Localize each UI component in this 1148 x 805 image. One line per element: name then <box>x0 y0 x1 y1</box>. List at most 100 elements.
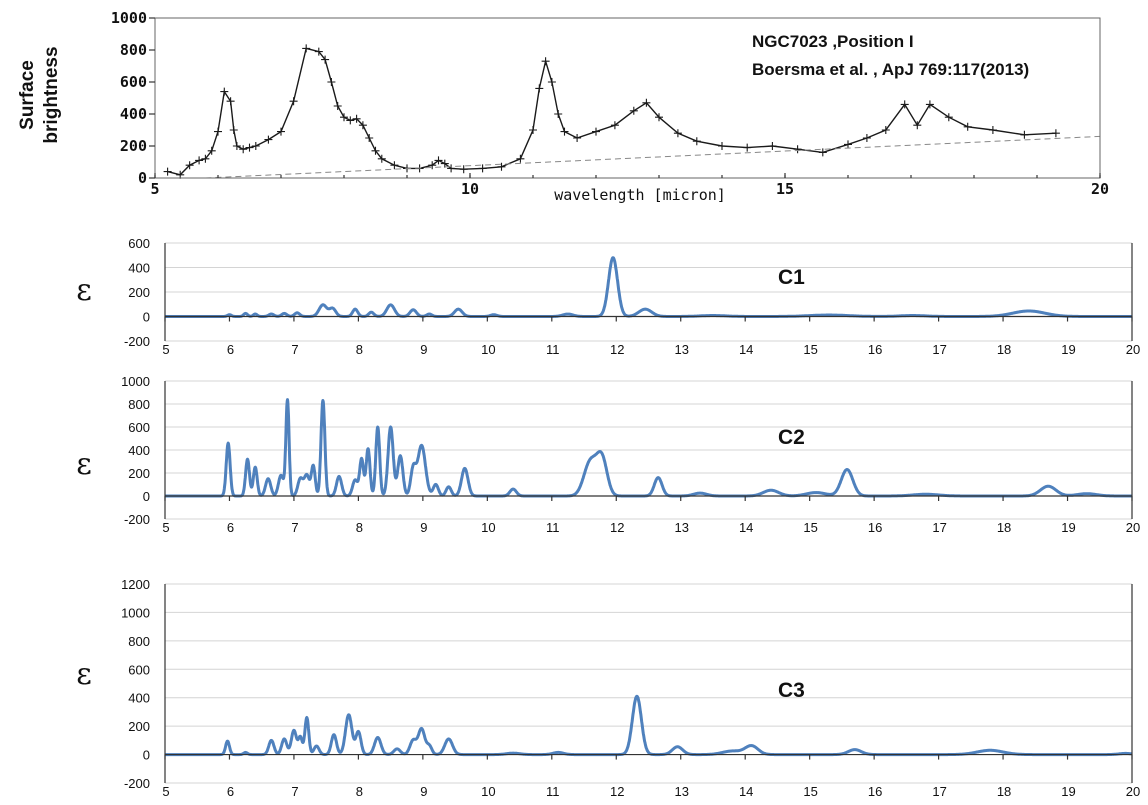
c3-xtick-label: 16 <box>868 784 882 799</box>
observed-data-point <box>226 97 235 106</box>
c1-spectrum-line <box>163 256 1134 318</box>
observed-data-point <box>844 140 852 149</box>
c2-xtick-label: 19 <box>1061 520 1075 535</box>
c2-xtick-label: 15 <box>803 520 817 535</box>
observed-data-point <box>881 126 890 134</box>
observed-data-point <box>289 97 298 106</box>
observed-data-point <box>743 143 752 152</box>
observed-data-point <box>535 84 544 93</box>
observed-ytick-label: 1000 <box>111 9 147 27</box>
panel-c2: -200 0 200 400 600 800 1000 5 6 7 8 9 10 11 12 13 14 15 16… <box>76 374 1140 535</box>
c2-label: C2 <box>778 426 805 449</box>
c3-xtick-label: 8 <box>356 784 363 799</box>
c3-ytick-label: 600 <box>128 662 150 677</box>
observed-ylabel: Surface brightness <box>17 46 62 143</box>
c1-xtick-label: 20 <box>1126 342 1140 357</box>
panel-observed: 0 200 400 600 800 1000 5 10 15 20 Surface brightn… <box>17 9 1109 204</box>
observed-data-point <box>547 78 556 86</box>
c3-xtick-label: 18 <box>997 784 1011 799</box>
observed-data-point <box>573 134 582 142</box>
observed-data-point <box>377 154 386 163</box>
c1-xtick-label: 12 <box>610 342 624 357</box>
observed-data-point <box>988 126 997 134</box>
observed-ylabel-line2: brightness <box>41 46 62 143</box>
c1-xtick-label: 18 <box>997 342 1011 357</box>
c2-xtick-label: 18 <box>997 520 1011 535</box>
observed-data-point <box>944 113 953 122</box>
observed-data-point <box>346 116 355 125</box>
observed-data-point <box>321 55 330 64</box>
observed-data-point <box>459 165 468 174</box>
observed-xtick-label: 5 <box>150 180 159 198</box>
c1-label: C1 <box>778 266 805 289</box>
observed-ylabel-line1: Surface <box>17 60 38 130</box>
observed-data-point <box>447 164 456 173</box>
c1-xtick-label: 9 <box>420 342 427 357</box>
observed-data-point <box>818 148 827 157</box>
observed-data-point <box>592 127 600 136</box>
c2-ytick-label: 800 <box>128 397 150 412</box>
observed-ytick-label: 400 <box>120 105 147 123</box>
observed-data-point <box>214 127 222 136</box>
observed-data-point <box>610 121 619 130</box>
c1-axes: -200 0 200 400 600 5 6 7 8 9 10 11 12 13 14 15 16 17 18 19 2… <box>124 236 1140 357</box>
c3-ytick-label: 200 <box>128 719 150 734</box>
observed-data-point <box>692 137 701 146</box>
observed-data-point <box>239 145 248 154</box>
observed-ytick-label: 600 <box>120 73 147 91</box>
c2-xtick-label: 13 <box>674 520 688 535</box>
c1-gridlines <box>165 242 1132 342</box>
observed-data-point <box>963 122 972 131</box>
c1-xtick-label: 6 <box>227 342 234 357</box>
c2-ytick-label: 0 <box>143 489 150 504</box>
c2-ytick-label: 200 <box>128 466 150 481</box>
c2-plot <box>163 398 1134 498</box>
c3-xtick-label: 6 <box>227 784 234 799</box>
c3-axes: -200 0 200 400 600 800 1000 1200 5 6 7 8 9 10 11 12 13 14… <box>121 577 1140 799</box>
observed-data-point <box>642 98 651 107</box>
c3-xtick-label: 13 <box>674 784 688 799</box>
c2-ylabel: ε <box>76 447 92 482</box>
c2-xtick-label: 10 <box>481 520 495 535</box>
observed-data-point <box>440 159 449 168</box>
c1-xtick-label: 15 <box>803 342 817 357</box>
observed-annotation-line2: Boersma et al. , ApJ 769:117(2013) <box>752 60 1029 79</box>
observed-data-point <box>478 164 487 173</box>
observed-data-point <box>314 47 323 56</box>
c3-xtick-label: 5 <box>162 784 169 799</box>
c2-xtick-label: 11 <box>546 520 560 535</box>
c2-xtick-label: 7 <box>291 520 298 535</box>
observed-data-point <box>245 143 254 152</box>
observed-data-point <box>163 167 172 176</box>
observed-data-point <box>434 156 443 165</box>
observed-data-point <box>277 127 285 136</box>
observed-data-point <box>913 121 922 130</box>
c3-xtick-label: 14 <box>739 784 753 799</box>
observed-data-point <box>327 78 336 86</box>
observed-ytick-label: 800 <box>120 41 147 59</box>
observed-xtick-label: 10 <box>461 180 479 198</box>
c3-xtick-label: 15 <box>803 784 817 799</box>
c3-xtick-label: 9 <box>420 784 427 799</box>
c2-xtick-label: 14 <box>739 520 753 535</box>
c2-xtick-label: 9 <box>420 520 427 535</box>
c2-xtick-label: 16 <box>868 520 882 535</box>
observed-data-point <box>176 170 185 179</box>
observed-data-point <box>333 102 342 110</box>
c3-xtick-label: 11 <box>546 784 560 799</box>
observed-data-point <box>768 142 777 150</box>
c1-xtick-label: 14 <box>739 342 753 357</box>
observed-data-point <box>560 127 569 136</box>
observed-xtick-label: 20 <box>1091 180 1109 198</box>
observed-data-point <box>862 134 871 142</box>
c3-xtick-label: 19 <box>1061 784 1075 799</box>
observed-data-point <box>629 106 638 115</box>
observed-data-point <box>516 154 525 163</box>
c1-xtick-label: 17 <box>932 342 946 357</box>
c3-ytick-label: 400 <box>128 691 150 706</box>
observed-data-point <box>340 113 348 122</box>
observed-data-point <box>925 100 934 109</box>
observed-data-point <box>185 161 194 170</box>
observed-ytick-label: 0 <box>138 169 147 187</box>
c1-xtick-label: 8 <box>356 342 363 357</box>
